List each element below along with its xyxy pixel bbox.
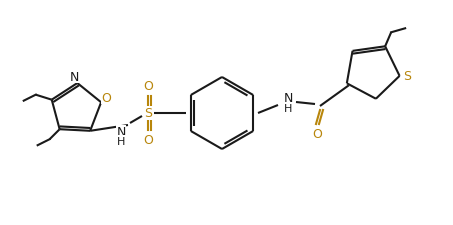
Text: N: N: [70, 70, 79, 83]
Text: H: H: [117, 136, 125, 146]
Text: H: H: [284, 104, 292, 113]
Text: O: O: [143, 134, 153, 147]
Text: N: N: [283, 92, 293, 105]
Text: N: N: [116, 126, 125, 139]
Text: S: S: [144, 107, 152, 120]
Text: O: O: [101, 91, 111, 104]
Text: O: O: [312, 127, 322, 140]
Text: S: S: [404, 70, 412, 83]
Text: O: O: [143, 80, 153, 93]
